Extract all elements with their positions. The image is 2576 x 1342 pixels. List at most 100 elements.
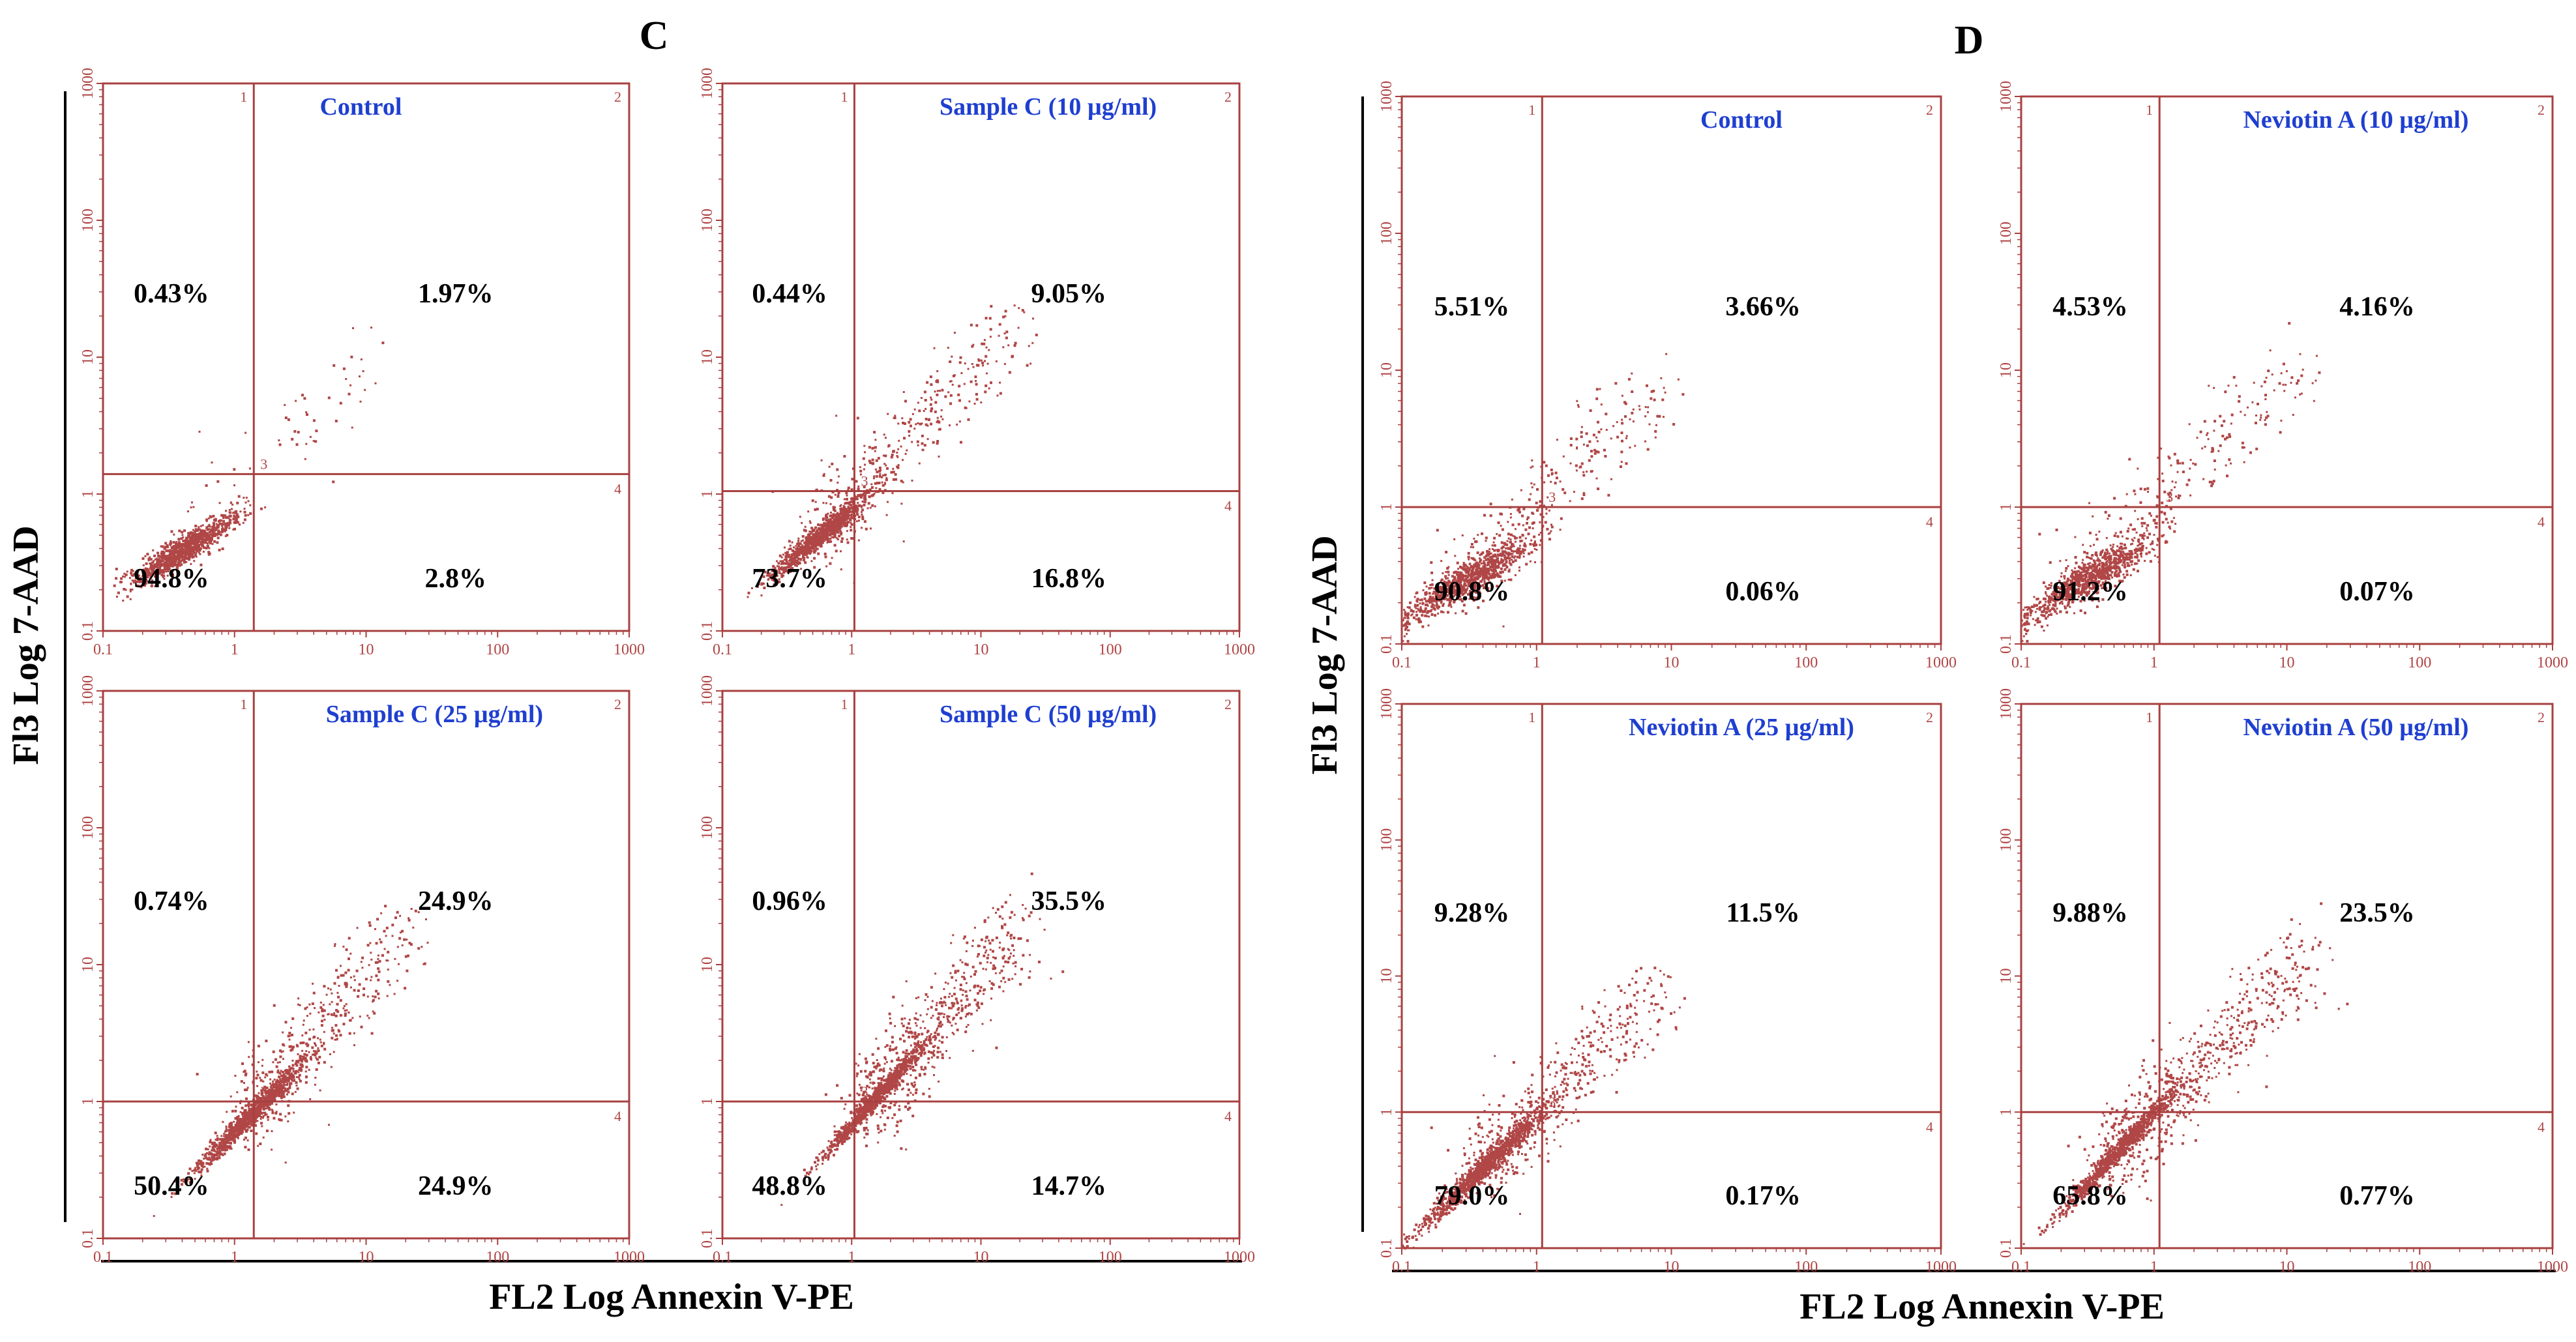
event-dot	[291, 1059, 294, 1062]
event-dot	[189, 553, 192, 557]
event-dot	[820, 535, 822, 538]
event-dot	[950, 942, 953, 944]
event-dot	[836, 495, 840, 498]
event-dot	[208, 528, 211, 531]
x-tick-label: 100	[486, 641, 509, 658]
event-dot	[226, 1146, 229, 1149]
event-dot	[977, 364, 980, 367]
event-dot	[377, 992, 380, 995]
event-dot	[958, 385, 961, 388]
event-dot	[319, 1001, 322, 1004]
event-dot	[856, 508, 859, 512]
event-dot	[823, 473, 825, 475]
event-dot	[147, 568, 150, 572]
event-dot	[855, 1062, 857, 1065]
event-dot	[825, 514, 827, 518]
event-dot	[866, 507, 869, 510]
event-dot	[314, 1083, 316, 1086]
event-dot	[209, 1163, 212, 1166]
event-dot	[868, 1086, 870, 1088]
event-dot	[898, 1083, 901, 1087]
event-dot	[143, 574, 146, 577]
event-dot	[829, 478, 833, 482]
event-dot	[183, 555, 185, 558]
event-dot	[897, 422, 900, 425]
event-dot	[198, 536, 201, 540]
event-dot	[796, 552, 799, 555]
event-dot	[348, 392, 351, 396]
event-dot	[301, 394, 304, 397]
event-dot	[196, 529, 199, 532]
event-dot	[245, 1097, 248, 1100]
event-dot	[808, 520, 811, 523]
event-dot	[990, 381, 992, 385]
event-dot	[173, 553, 175, 556]
quadrant-number: 1	[240, 696, 247, 712]
event-dot	[814, 549, 817, 553]
event-dot	[407, 918, 411, 922]
event-dot	[190, 541, 193, 544]
event-dot	[786, 551, 789, 554]
event-dot	[278, 443, 282, 446]
event-dot	[844, 502, 848, 504]
event-dot	[815, 1168, 818, 1171]
event-dot	[1002, 990, 1005, 993]
event-dot	[167, 565, 170, 568]
event-dot	[244, 501, 247, 504]
event-dot	[288, 1079, 290, 1081]
event-dot	[234, 520, 237, 523]
event-dot	[883, 463, 886, 465]
event-dot	[836, 537, 838, 540]
event-dot	[115, 577, 118, 580]
event-dot	[887, 413, 889, 415]
event-dot	[927, 1050, 930, 1053]
event-dot	[825, 502, 827, 504]
event-dot	[789, 564, 792, 568]
event-dot	[296, 1087, 299, 1090]
quadrant-number: 4	[1224, 498, 1232, 514]
y-axis-label: Fl3 Log 7-AAD	[6, 525, 46, 765]
event-dot	[839, 510, 842, 512]
event-dot	[226, 1111, 228, 1113]
event-dot	[205, 534, 207, 537]
event-dot	[141, 574, 145, 577]
event-dot	[349, 1019, 352, 1022]
event-dot	[836, 468, 839, 471]
event-dot	[334, 1024, 338, 1027]
event-dot	[312, 419, 316, 422]
event-dot	[205, 542, 207, 544]
event-dot	[836, 512, 839, 514]
event-dot	[215, 527, 218, 530]
event-dot	[122, 600, 125, 602]
event-dot	[934, 972, 937, 975]
quadrant-number: 3	[861, 473, 868, 489]
event-dot	[336, 976, 340, 979]
y-tick-label: 0.1	[80, 1229, 96, 1248]
event-dot	[827, 512, 829, 515]
event-dot	[145, 583, 147, 585]
event-dot	[178, 529, 181, 532]
event-dot	[188, 556, 190, 559]
event-dot	[1004, 901, 1007, 904]
event-dot	[911, 441, 913, 443]
event-dot	[824, 555, 827, 559]
event-dot	[230, 1147, 233, 1150]
event-dot	[883, 473, 887, 476]
event-dot	[843, 525, 845, 527]
event-dot	[288, 1038, 291, 1041]
event-dot	[378, 959, 381, 963]
y-tick-label: 0.1	[699, 1229, 716, 1248]
event-dot	[246, 1124, 249, 1126]
event-dot	[786, 560, 788, 562]
event-dot	[930, 1017, 932, 1019]
event-dot	[213, 518, 216, 521]
event-dot	[175, 563, 178, 566]
event-dot	[943, 1016, 945, 1018]
event-dot	[175, 546, 178, 549]
event-dot	[856, 1072, 859, 1075]
event-dot	[874, 468, 877, 471]
event-dot	[191, 557, 194, 559]
event-dot	[174, 551, 177, 554]
event-dot	[220, 530, 224, 533]
event-dot	[278, 1095, 280, 1098]
